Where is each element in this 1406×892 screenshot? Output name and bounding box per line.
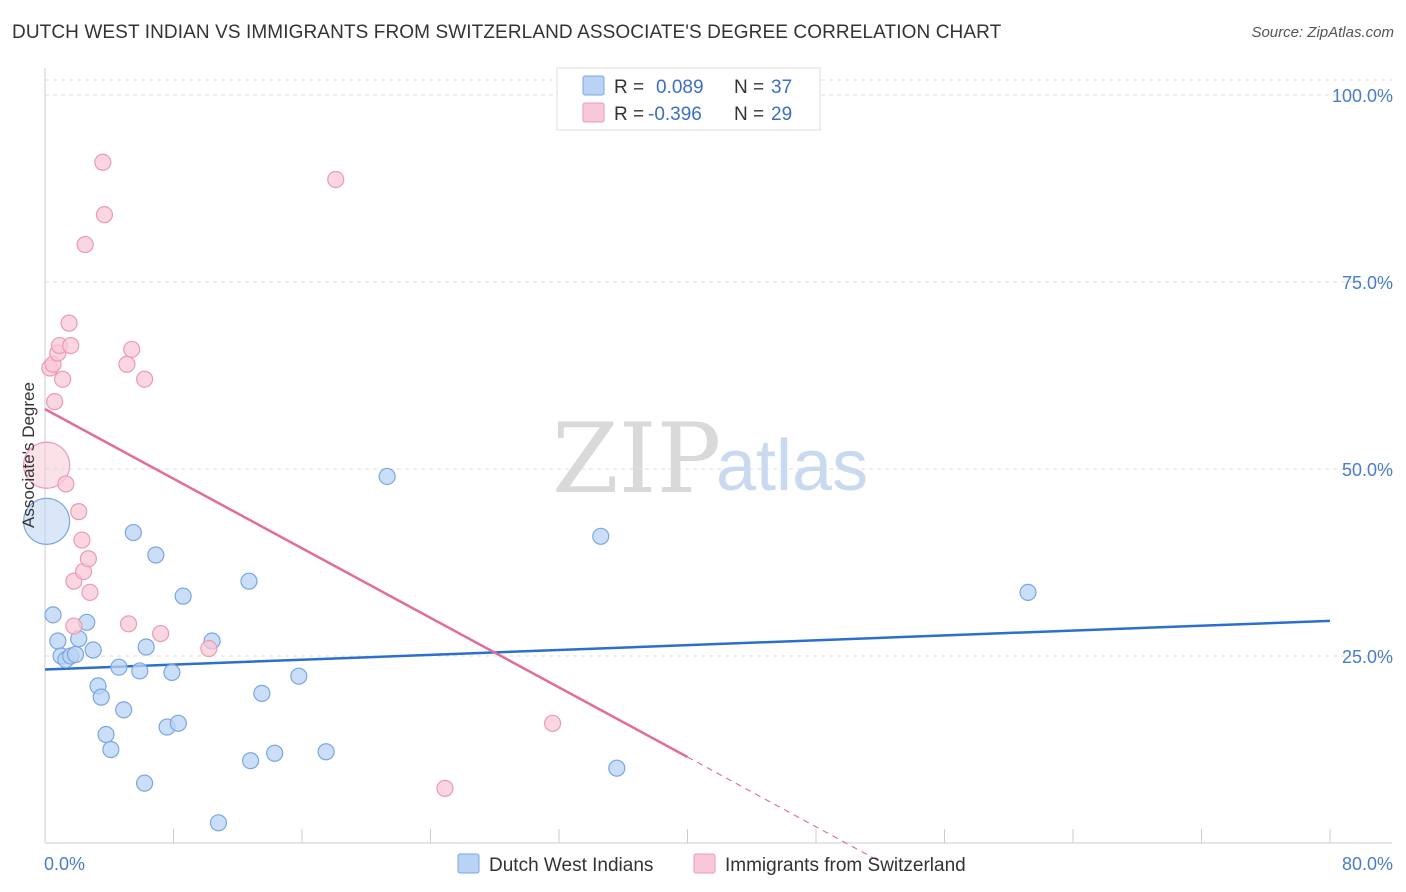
bottom-legend-label: Immigrants from Switzerland: [725, 855, 966, 876]
data-point-dutch-west-indians: [135, 774, 154, 792]
data-point-immigrants-switzerland: [23, 441, 71, 489]
data-point-immigrants-switzerland: [57, 475, 75, 493]
data-point-immigrants-switzerland: [79, 550, 97, 568]
data-point-immigrants-switzerland: [62, 336, 80, 355]
y-tick-label: 25.0%: [1342, 647, 1393, 667]
data-point-immigrants-switzerland: [200, 639, 218, 658]
data-point-dutch-west-indians: [44, 606, 62, 624]
x-tick-labels: 0.0% 80.0%: [44, 854, 1393, 874]
data-point-dutch-west-indians: [317, 743, 335, 761]
data-point-immigrants-switzerland: [81, 583, 99, 602]
x-tick-label: 0.0%: [44, 854, 85, 874]
data-point-dutch-west-indians: [1019, 583, 1037, 602]
data-point-immigrants-switzerland: [135, 370, 154, 388]
legend-n-label: N =: [734, 77, 764, 98]
chart-title: DUTCH WEST INDIAN VS IMMIGRANTS FROM SWI…: [12, 22, 1002, 43]
data-point-dutch-west-indians: [378, 467, 396, 486]
data-point-dutch-west-indians: [290, 667, 308, 685]
data-point-dutch-west-indians: [266, 744, 284, 762]
trend-line-pink: [44, 408, 689, 759]
legend-n-value: 37: [771, 77, 792, 98]
data-point-immigrants-switzerland: [123, 340, 141, 358]
data-point-immigrants-switzerland: [46, 393, 64, 411]
legend-n-value: 29: [771, 104, 792, 125]
data-point-dutch-west-indians: [92, 688, 110, 706]
bottom-legend-swatch-blue: [457, 853, 480, 874]
watermark: ZIP atlas: [552, 403, 868, 515]
legend-r-value: -0.396: [648, 104, 702, 125]
data-point-immigrants-switzerland: [327, 170, 345, 189]
bottom-legend-swatch-pink: [693, 853, 716, 874]
data-point-dutch-west-indians: [253, 684, 271, 702]
legend-swatch-blue: [582, 75, 605, 96]
data-point-dutch-west-indians: [115, 701, 133, 719]
data-point-immigrants-switzerland: [70, 503, 88, 521]
y-tick-label: 50.0%: [1342, 460, 1393, 480]
data-point-immigrants-switzerland: [152, 624, 170, 643]
data-point-dutch-west-indians: [608, 759, 626, 777]
watermark-zip: ZIP: [552, 403, 721, 515]
trend-line-blue: [44, 619, 1331, 671]
data-point-immigrants-switzerland: [94, 153, 112, 171]
watermark-atlas: atlas: [716, 426, 868, 506]
bottom-legend-label: Dutch West Indians: [489, 855, 653, 876]
data-point-dutch-west-indians: [240, 572, 258, 590]
data-point-dutch-west-indians: [102, 740, 120, 759]
y-tick-label: 75.0%: [1342, 273, 1393, 293]
y-tick-labels: 25.0% 50.0% 75.0% 100.0%: [1332, 86, 1393, 667]
chart-source: Source: ZipAtlas.com: [1251, 24, 1394, 41]
data-point-dutch-west-indians: [23, 497, 71, 545]
trend-line-pink-extension: [687, 756, 881, 863]
data-point-immigrants-switzerland: [436, 779, 454, 797]
legend-r-label: R =: [614, 104, 644, 125]
data-point-immigrants-switzerland: [73, 531, 91, 549]
data-point-immigrants-switzerland: [54, 370, 72, 388]
series-legend: Dutch West Indians Immigrants from Switz…: [457, 853, 966, 876]
data-point-dutch-west-indians: [163, 663, 181, 682]
data-point-dutch-west-indians: [174, 587, 192, 605]
y-tick-label: 100.0%: [1332, 86, 1393, 106]
y-axis-title: Associate's Degree: [19, 382, 38, 528]
data-point-immigrants-switzerland: [60, 314, 78, 332]
legend-r-value: 0.089: [656, 77, 704, 98]
data-point-immigrants-switzerland: [543, 714, 562, 732]
data-point-immigrants-switzerland: [95, 206, 114, 224]
data-point-immigrants-switzerland: [118, 355, 136, 373]
data-point-dutch-west-indians: [49, 632, 67, 650]
trend-lines: [44, 408, 1331, 863]
data-point-dutch-west-indians: [137, 638, 155, 656]
legend-r-label: R =: [614, 77, 644, 98]
data-point-immigrants-switzerland: [76, 235, 94, 254]
data-point-dutch-west-indians: [110, 658, 128, 676]
x-tick-label: 80.0%: [1342, 854, 1393, 874]
data-point-immigrants-switzerland: [119, 615, 138, 633]
data-point-dutch-west-indians: [84, 641, 102, 659]
data-point-dutch-west-indians: [66, 645, 85, 664]
data-point-dutch-west-indians: [209, 814, 228, 832]
grid-lines: [45, 79, 1392, 657]
stats-legend: R = 0.089 N = 37 R = -0.396 N = 29: [556, 67, 821, 131]
data-point-dutch-west-indians: [169, 714, 187, 732]
data-point-dutch-west-indians: [97, 725, 115, 744]
data-point-dutch-west-indians: [124, 523, 142, 542]
legend-n-label: N =: [734, 104, 764, 125]
data-point-dutch-west-indians: [242, 752, 260, 770]
legend-swatch-pink: [582, 102, 605, 123]
data-point-dutch-west-indians: [131, 662, 149, 680]
data-point-dutch-west-indians: [592, 527, 610, 545]
data-points: [23, 153, 1037, 832]
data-point-immigrants-switzerland: [65, 617, 83, 635]
data-point-dutch-west-indians: [147, 546, 165, 564]
